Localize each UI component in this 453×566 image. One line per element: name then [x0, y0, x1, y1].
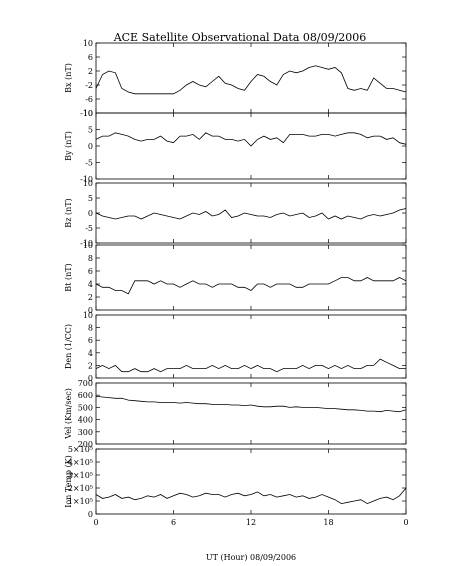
x-axis-label: UT (Hour) 08/09/2006	[206, 553, 296, 562]
y-axis-label: Vel (Km/sec)	[64, 388, 73, 440]
x-tick-label: 6	[171, 518, 176, 527]
series-line	[96, 66, 406, 94]
y-axis-label: Bx (nT)	[64, 63, 73, 93]
y-tick-label: 5	[88, 194, 93, 203]
y-axis-label: By (nT)	[64, 131, 73, 161]
y-tick-label: 8	[88, 254, 93, 263]
panel-frame	[96, 449, 406, 514]
x-tick-label: 0	[403, 518, 408, 527]
y-tick-label: 600	[78, 391, 93, 400]
chart-title: ACE Satellite Observational Data 08/09/2…	[113, 31, 367, 44]
panel-frame	[96, 183, 406, 243]
y-tick-label: 10	[83, 179, 93, 188]
panel-frame	[96, 43, 406, 113]
y-tick-label: 10	[83, 241, 93, 250]
y-axis-label: Bz (nT)	[64, 198, 73, 227]
y-tick-label: -2	[85, 81, 93, 90]
y-tick-label: 0	[88, 209, 93, 218]
y-tick-label: 4	[88, 280, 93, 289]
y-tick-label: 5×10⁵	[68, 445, 93, 454]
y-tick-label: 0	[88, 142, 93, 151]
y-tick-label: 6	[88, 267, 93, 276]
y-tick-label: 0	[88, 510, 93, 519]
y-axis-label: Bt (nT)	[64, 263, 73, 291]
y-tick-label: 10	[83, 311, 93, 320]
y-tick-label: 10	[83, 39, 93, 48]
y-tick-label: -6	[85, 95, 93, 104]
y-tick-label: -5	[85, 224, 93, 233]
series-line	[96, 133, 406, 146]
series-line	[96, 209, 406, 220]
y-tick-label: -5	[85, 159, 93, 168]
panel-frame	[96, 383, 406, 444]
y-tick-label: 10	[83, 109, 93, 118]
y-tick-label: 2	[88, 293, 93, 302]
y-tick-label: 6	[88, 336, 93, 345]
series-line	[96, 359, 406, 372]
panel-frame	[96, 245, 406, 310]
y-tick-label: 8	[88, 324, 93, 333]
y-tick-label: 700	[78, 379, 93, 388]
x-tick-label: 0	[93, 518, 98, 527]
y-axis-label: Den (1/CC)	[64, 324, 73, 369]
y-tick-label: 300	[78, 428, 93, 437]
x-tick-label: 18	[323, 518, 333, 527]
y-tick-label: 2	[88, 67, 93, 76]
x-tick-label: 12	[246, 518, 256, 527]
y-tick-label: 4	[88, 349, 93, 358]
y-tick-label: 6	[88, 53, 93, 62]
y-axis-label: Ion Temp (K)	[64, 455, 73, 508]
y-tick-label: 5	[88, 126, 93, 135]
y-tick-label: 500	[78, 403, 93, 412]
series-line	[96, 488, 406, 504]
series-line	[96, 278, 406, 294]
y-tick-label: 2	[88, 361, 93, 370]
y-tick-label: 400	[78, 416, 93, 425]
series-line	[96, 396, 406, 411]
